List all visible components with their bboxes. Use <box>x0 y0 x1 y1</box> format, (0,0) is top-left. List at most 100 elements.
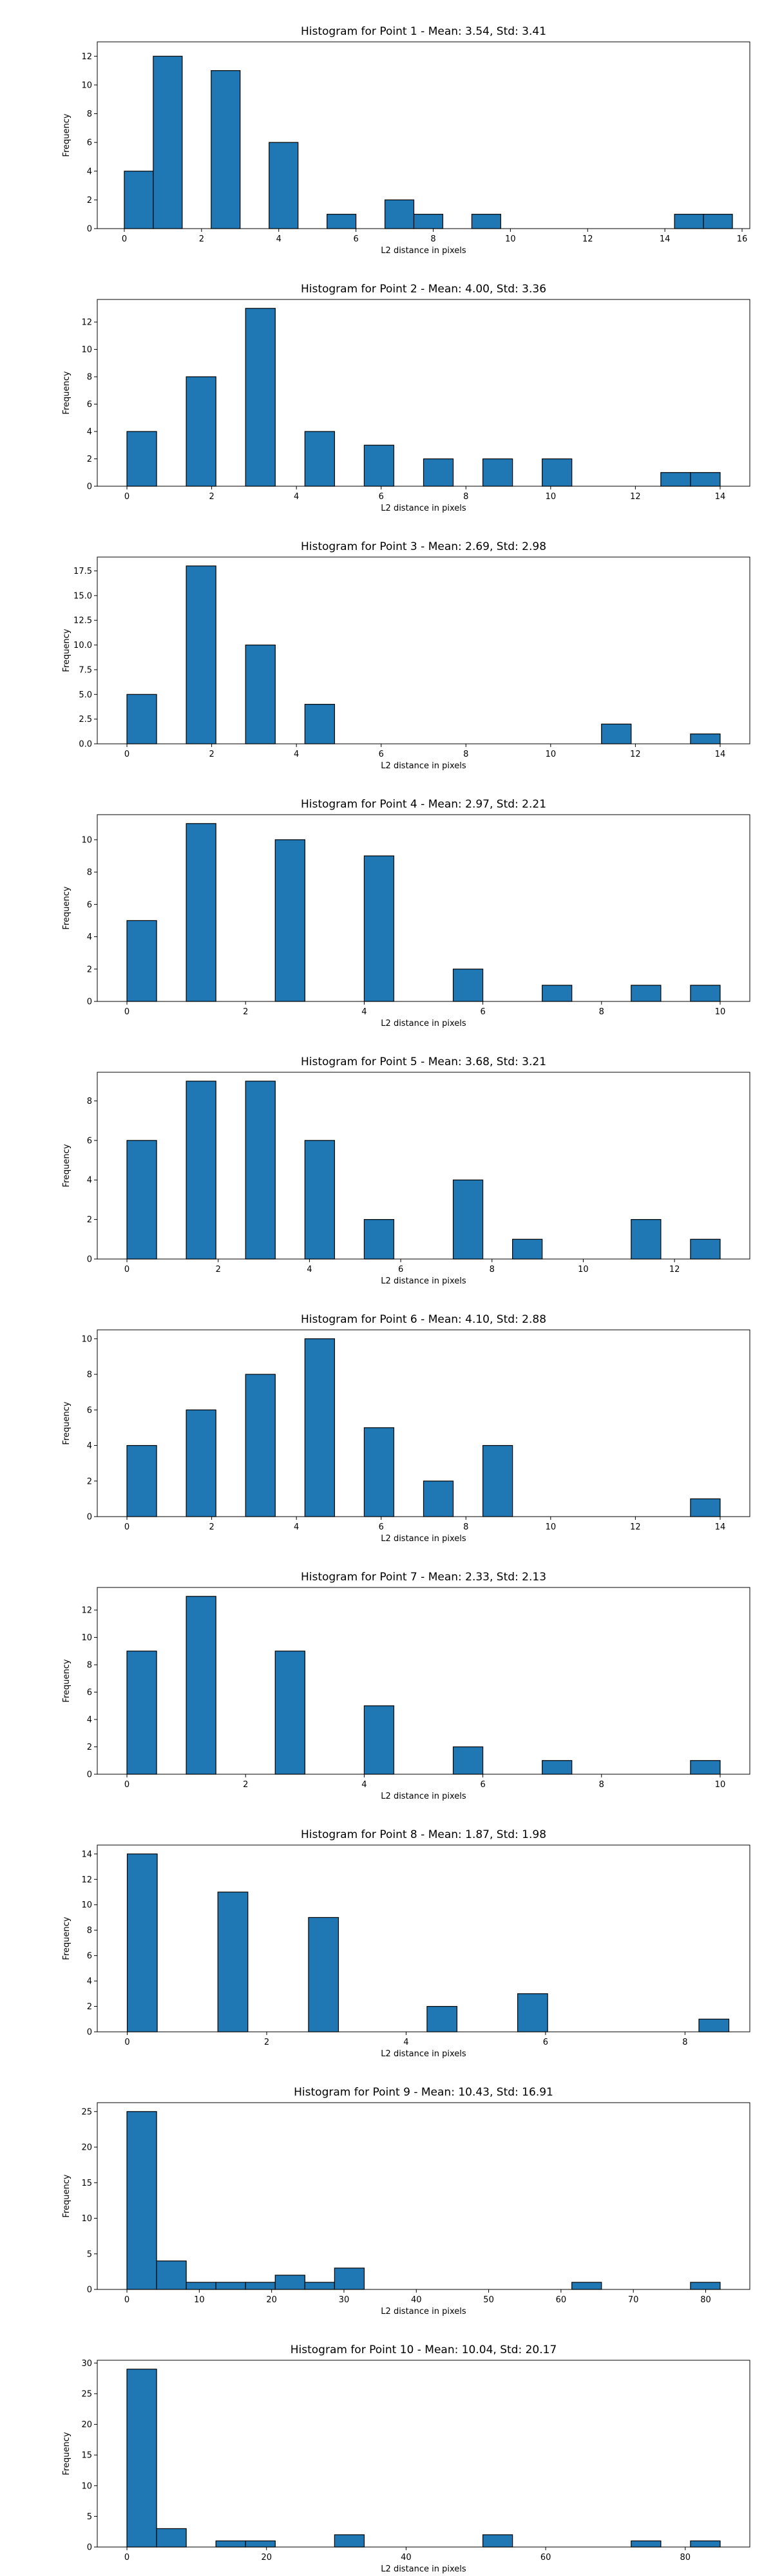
x-tick-label: 10 <box>505 234 516 244</box>
plot-frame <box>97 1844 750 2032</box>
x-tick-label: 0 <box>124 492 129 502</box>
histogram-bar <box>334 2268 365 2290</box>
y-tick-label: 25 <box>81 2389 92 2399</box>
histogram-bar <box>363 1705 395 1775</box>
y-tick: 4 <box>87 167 97 176</box>
x-tick-label: 6 <box>480 1780 485 1790</box>
y-tick: 10.0 <box>73 641 97 650</box>
y-tick-label: 25 <box>81 2107 92 2117</box>
y-tick: 2 <box>87 1477 97 1486</box>
x-tick: 8 <box>599 1001 604 1017</box>
x-tick-label: 12 <box>582 234 593 244</box>
x-tick-label: 2 <box>199 234 204 244</box>
x-tick: 30 <box>339 2289 349 2305</box>
histogram-bar <box>631 2540 662 2548</box>
y-tick-label: 10 <box>81 345 92 355</box>
y-tick: 2 <box>87 196 97 205</box>
y-tick: 10 <box>81 2214 97 2224</box>
histogram-bar <box>423 458 454 487</box>
x-tick: 2 <box>264 2032 269 2047</box>
y-tick: 0 <box>87 482 97 492</box>
histogram-bar <box>690 1760 721 1775</box>
histogram-bar <box>690 734 721 744</box>
y-axis-label: Frequency <box>62 2432 72 2475</box>
histogram-panel: Histogram for Point 8 - Mean: 1.87, Std:… <box>0 1803 773 2061</box>
histogram-chart: Histogram for Point 8 - Mean: 1.87, Std:… <box>62 1828 750 2059</box>
x-axis-label: L2 distance in pixels <box>381 1276 466 1286</box>
x-tick: 6 <box>353 229 359 244</box>
x-tick-label: 8 <box>599 1780 604 1790</box>
x-axis-label: L2 distance in pixels <box>381 1792 466 1801</box>
y-tick-label: 8 <box>87 373 92 383</box>
x-tick-label: 0 <box>124 2038 129 2047</box>
y-tick: 5 <box>87 2249 97 2259</box>
histogram-chart: Histogram for Point 6 - Mean: 4.10, Std:… <box>62 1313 750 1544</box>
histogram-chart: Histogram for Point 3 - Mean: 2.69, Std:… <box>62 540 750 771</box>
y-tick-label: 12 <box>81 1606 92 1616</box>
x-tick: 12 <box>630 744 641 759</box>
y-tick: 6 <box>87 1406 97 1416</box>
histogram-bar <box>631 985 662 1002</box>
chart-title: Histogram for Point 7 - Mean: 2.33, Std:… <box>301 1571 546 1584</box>
histogram-bar <box>482 2534 513 2548</box>
y-tick: 2 <box>87 455 97 464</box>
histogram-panel: Histogram for Point 2 - Mean: 4.00, Std:… <box>0 258 773 515</box>
x-tick: 0 <box>124 1774 129 1790</box>
y-tick-label: 4 <box>87 1977 92 1987</box>
histogram-bar <box>542 1760 573 1775</box>
histogram-bar <box>542 458 573 487</box>
y-tick-label: 10.0 <box>73 641 92 650</box>
x-tick-label: 4 <box>361 1007 367 1017</box>
x-tick: 4 <box>294 1517 299 1532</box>
x-tick-label: 0 <box>124 750 129 759</box>
x-tick: 10 <box>546 744 556 759</box>
x-tick-label: 8 <box>463 750 468 759</box>
x-tick: 80 <box>700 2289 711 2305</box>
chart-title: Histogram for Point 4 - Mean: 2.97, Std:… <box>301 798 546 811</box>
x-tick: 14 <box>715 486 725 502</box>
x-tick: 2 <box>199 229 204 244</box>
x-axis-label: L2 distance in pixels <box>381 246 466 256</box>
histogram-bar <box>126 694 157 744</box>
x-tick: 10 <box>715 1001 725 1017</box>
histogram-bar <box>186 1081 216 1260</box>
y-tick-label: 2 <box>87 1477 92 1486</box>
y-tick-label: 10 <box>81 835 92 845</box>
y-tick-label: 0 <box>87 998 92 1007</box>
y-axis-label: Frequency <box>62 1144 72 1187</box>
y-tick: 10 <box>81 1633 97 1643</box>
y-tick: 10 <box>81 80 97 90</box>
x-tick: 2 <box>243 1001 248 1017</box>
x-tick-label: 40 <box>411 2295 422 2305</box>
x-tick: 6 <box>480 1774 486 1790</box>
y-tick: 10 <box>81 1900 97 1910</box>
y-tick: 8 <box>87 1370 97 1380</box>
bars <box>126 1081 721 1260</box>
histogram-bar <box>690 2282 721 2290</box>
x-tick-label: 80 <box>700 2295 711 2305</box>
histogram-bar <box>153 55 183 229</box>
x-tick-label: 10 <box>578 1265 589 1274</box>
histogram-bar <box>124 171 154 229</box>
histogram-bar <box>245 1081 276 1260</box>
x-tick: 10 <box>546 1517 556 1532</box>
x-tick: 40 <box>401 2547 412 2562</box>
y-tick: 7.5 <box>79 665 97 675</box>
y-tick-label: 5 <box>87 2249 92 2259</box>
y-tick: 8 <box>87 1926 97 1936</box>
bars <box>126 1338 721 1517</box>
histogram-bar <box>304 704 335 744</box>
y-tick-label: 4 <box>87 167 92 176</box>
x-tick: 2 <box>209 1517 215 1532</box>
histogram-bar <box>126 1140 157 1260</box>
x-tick: 4 <box>276 229 282 244</box>
y-tick: 10 <box>81 2481 97 2491</box>
x-tick-label: 8 <box>463 492 468 502</box>
x-tick-label: 4 <box>307 1265 312 1274</box>
x-tick: 40 <box>411 2289 422 2305</box>
y-tick: 6 <box>87 900 97 910</box>
y-tick-label: 6 <box>87 1688 92 1698</box>
y-tick-label: 8 <box>87 1926 92 1936</box>
x-tick-label: 12 <box>630 750 641 759</box>
y-tick: 2.5 <box>79 715 97 724</box>
